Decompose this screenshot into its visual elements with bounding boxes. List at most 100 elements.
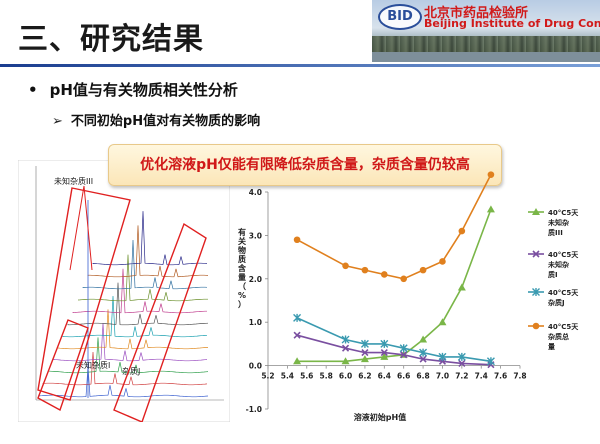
x-tick-label: 5.6 xyxy=(300,372,313,381)
data-point xyxy=(486,205,495,213)
y-tick-label: -1.0 xyxy=(246,405,262,414)
chrom-label-impj: 杂质J xyxy=(122,366,140,376)
data-point xyxy=(341,335,350,344)
series-1 xyxy=(293,331,495,369)
data-point xyxy=(400,351,408,359)
data-point xyxy=(360,355,369,363)
x-tick-label: 5.2 xyxy=(261,372,274,381)
x-tick-label: 6.0 xyxy=(339,372,352,381)
y-tick-label: 1.0 xyxy=(249,318,262,327)
y-tick-label: 4.0 xyxy=(249,188,262,197)
data-point xyxy=(532,288,540,296)
data-point xyxy=(380,339,389,348)
data-point xyxy=(487,171,495,178)
data-point xyxy=(380,349,388,357)
bullet-heading-text: pH值与有关物质相关性分析 xyxy=(49,81,238,99)
sub-bullet-text: 不同初始pH值对有关物质的影响 xyxy=(70,114,261,129)
data-point xyxy=(532,322,540,330)
data-point xyxy=(458,359,466,367)
header-divider xyxy=(0,64,600,67)
data-point xyxy=(293,313,302,322)
x-tick-label: 7.4 xyxy=(475,372,488,381)
label-pointer-2 xyxy=(83,185,93,271)
chromatogram-trace xyxy=(57,309,209,350)
org-name-en: Beijing Institute of Drug Control xyxy=(424,17,600,30)
sub-bullet: ➢ 不同初始pH值对有关物质的影响 xyxy=(52,110,260,129)
x-tick-label: 6.8 xyxy=(416,372,429,381)
data-point xyxy=(439,258,446,265)
data-point xyxy=(293,236,301,244)
label-pointer-1 xyxy=(69,185,85,271)
x-tick-label: 7.0 xyxy=(436,372,449,381)
y-axis-label: 有关物质含量（%） xyxy=(238,227,247,309)
series-line xyxy=(296,174,492,280)
legend-item: 40°C5天杂质总量 xyxy=(528,322,579,351)
legend-label: 40°C5天未知杂质III xyxy=(548,209,579,237)
slide-title: 三、研究结果 xyxy=(18,22,204,57)
data-point xyxy=(532,250,540,258)
impurity-line-chart: 有关物质含量（%） 溶液初始pH值 -1.0 0.0 1.0 2.0 3.0 4.0 5.2… xyxy=(238,171,579,422)
chromatogram-trace xyxy=(72,268,207,314)
x-tick-label: 7.8 xyxy=(513,372,526,381)
data-point xyxy=(486,357,495,366)
series-2 xyxy=(293,313,495,366)
arrow-bullet-icon: ➢ xyxy=(52,114,63,129)
data-point xyxy=(293,331,301,339)
data-point xyxy=(381,271,388,278)
data-point xyxy=(342,262,349,270)
data-point xyxy=(361,349,369,357)
x-tick-label: 7.2 xyxy=(455,372,468,381)
chromatogram-image: 未知杂质III 未知杂质I 杂质J xyxy=(18,160,230,422)
chrom-label-peak3: 未知杂质III xyxy=(54,176,93,186)
data-point xyxy=(532,208,540,215)
x-tick-label: 5.4 xyxy=(281,372,294,381)
data-point xyxy=(419,335,428,343)
chromatogram-trace xyxy=(67,282,209,326)
highlight-box-3 xyxy=(37,187,131,401)
legend-label: 40°C5天未知杂质Ⅰ xyxy=(548,251,579,279)
bid-logo: BID xyxy=(378,4,422,30)
data-point xyxy=(438,318,447,326)
data-point xyxy=(457,283,466,291)
data-point xyxy=(457,352,466,361)
chromatogram-trace xyxy=(82,239,208,290)
series-0 xyxy=(293,205,495,365)
x-tick-label: 5.8 xyxy=(320,372,333,381)
x-tick-label: 7.6 xyxy=(494,372,507,381)
legend-item: 40°C5天未知杂质III xyxy=(528,208,579,237)
chrom-label-peak1: 未知杂质I xyxy=(76,360,110,370)
x-tick-label: 6.4 xyxy=(378,372,391,381)
data-point xyxy=(400,275,407,283)
y-tick-label: 2.0 xyxy=(249,275,262,284)
header-banner: BID 北京市药品检验所 Beijing Institute of Drug C… xyxy=(372,0,600,62)
x-tick-label: 6.6 xyxy=(397,372,410,381)
data-point xyxy=(419,266,427,274)
legend-label: 40°C5天杂质J xyxy=(548,289,579,307)
data-point xyxy=(341,357,350,365)
bullet-dot-icon: • xyxy=(28,81,38,99)
data-point xyxy=(419,355,427,363)
data-point xyxy=(458,227,466,235)
chromatogram-trace xyxy=(37,366,209,398)
org-name-cn: 北京市药品检验所 xyxy=(424,6,529,21)
highlight-box-2 xyxy=(113,222,207,422)
y-tick-label: 0.0 xyxy=(249,362,262,371)
x-axis-label: 溶液初始pH值 xyxy=(354,412,406,422)
data-point xyxy=(361,266,369,274)
legend-item: 40°C5天未知杂质Ⅰ xyxy=(528,250,579,279)
data-point xyxy=(419,348,428,357)
data-point xyxy=(438,352,447,361)
x-tick-label: 6.2 xyxy=(358,372,371,381)
banner-water-image xyxy=(372,52,600,62)
legend-item: 40°C5天杂质J xyxy=(528,288,579,307)
data-point xyxy=(360,339,369,348)
legend-label: 40°C5天杂质总量 xyxy=(548,323,579,351)
series-3 xyxy=(293,171,495,283)
callout-box: 优化溶液pH仅能有限降低杂质含量，杂质含量仍较高 xyxy=(108,144,502,186)
data-point xyxy=(293,357,302,365)
data-point xyxy=(341,344,350,352)
bullet-heading: • pH值与有关物质相关性分析 xyxy=(28,79,238,100)
highlight-box-1 xyxy=(37,319,89,412)
data-point xyxy=(380,352,389,360)
chromatogram-trace xyxy=(87,225,209,278)
